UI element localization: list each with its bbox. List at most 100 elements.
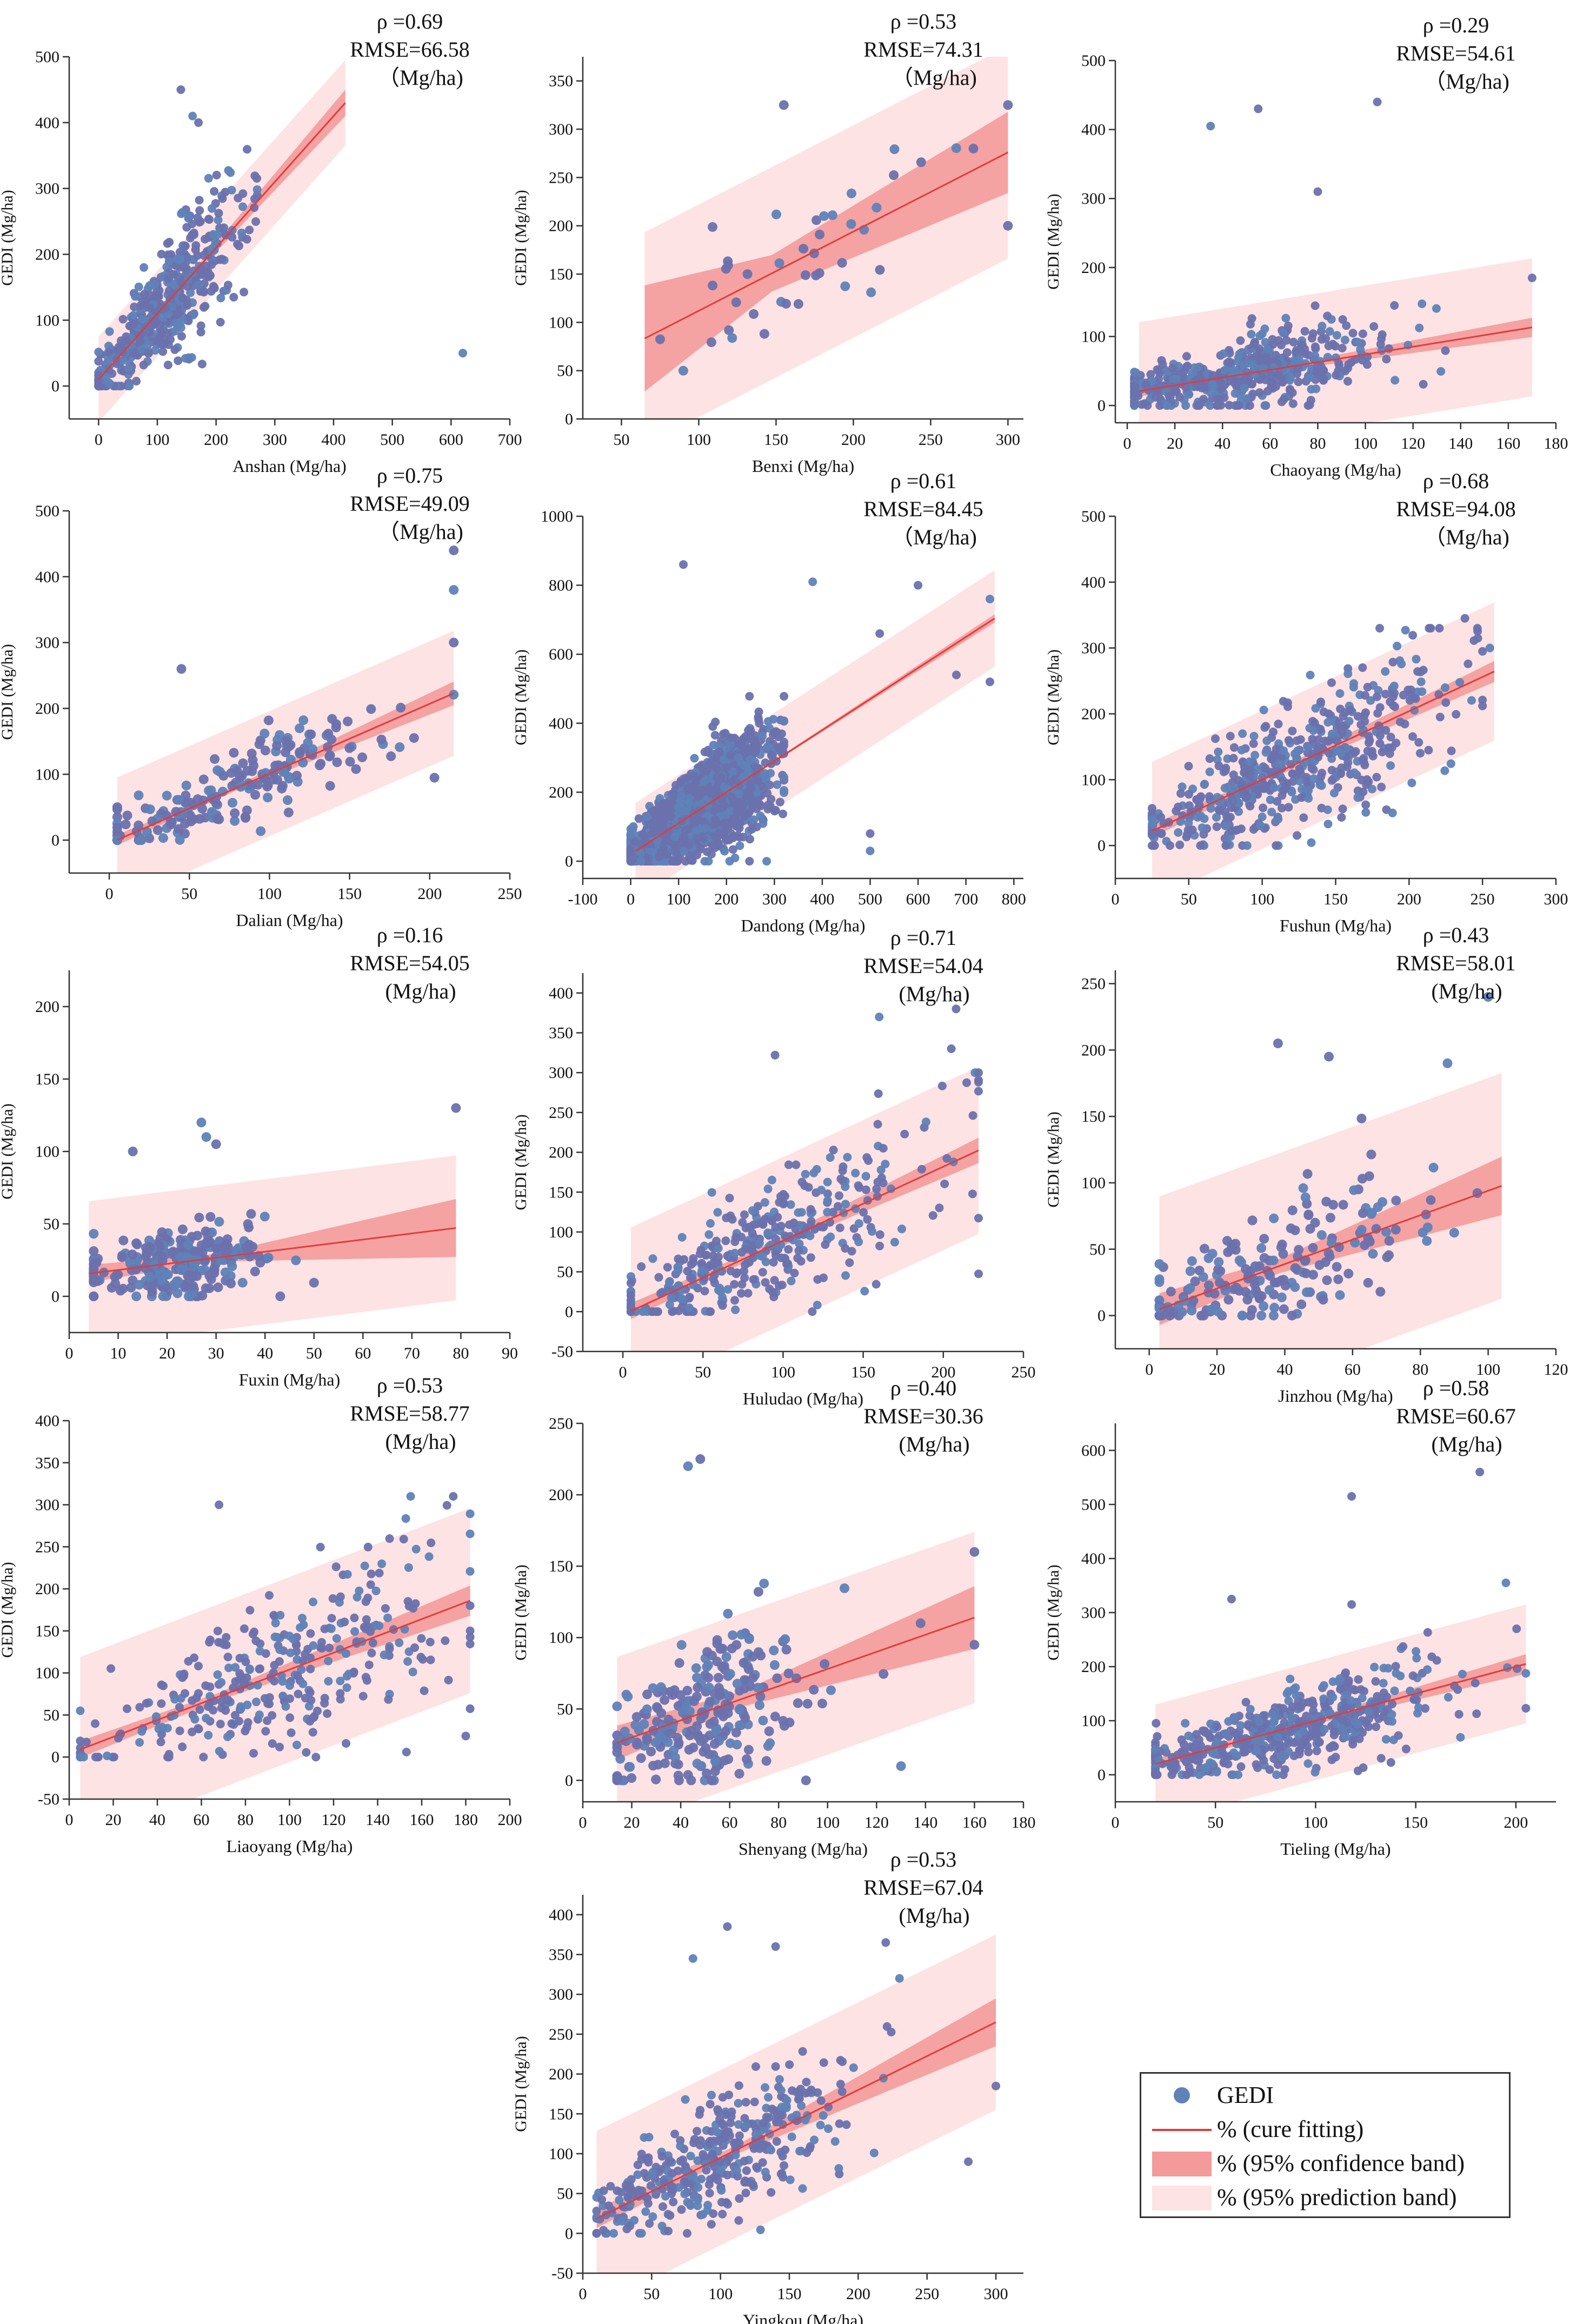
data-point <box>1442 1058 1453 1068</box>
data-point <box>1338 804 1347 814</box>
data-point <box>841 1200 850 1209</box>
y-tick-label: 400 <box>35 114 59 132</box>
data-point <box>725 857 734 866</box>
data-point <box>726 1267 735 1276</box>
data-point <box>745 857 754 866</box>
data-point <box>749 1220 758 1229</box>
data-point <box>124 364 134 373</box>
data-point <box>178 316 188 325</box>
data-point <box>188 1281 198 1291</box>
data-point <box>210 187 219 196</box>
data-point <box>686 1273 695 1282</box>
data-point <box>708 281 718 291</box>
x-axis-label: Dandong (Mg/ha) <box>741 916 865 935</box>
data-point <box>672 840 681 849</box>
data-point <box>168 289 177 298</box>
x-tick-label: 0 <box>627 890 635 908</box>
data-point <box>204 174 213 183</box>
data-point <box>749 815 759 824</box>
data-point <box>691 813 701 822</box>
data-point <box>228 797 237 808</box>
data-point <box>770 1050 780 1060</box>
data-point <box>357 752 368 762</box>
data-point <box>1455 678 1465 687</box>
y-tick-label: 200 <box>1081 705 1106 723</box>
data-point <box>183 1252 192 1262</box>
data-point <box>685 1293 694 1302</box>
data-point <box>637 1262 646 1271</box>
data-point <box>1233 401 1242 410</box>
data-point <box>139 361 148 370</box>
data-point <box>176 664 187 674</box>
data-point <box>1239 376 1248 385</box>
data-point <box>1256 1310 1267 1321</box>
data-point <box>1373 97 1382 106</box>
y-tick-label: 100 <box>35 1143 59 1161</box>
data-point <box>275 1291 285 1301</box>
data-point <box>854 1219 863 1228</box>
data-point <box>806 1205 815 1214</box>
data-point <box>295 749 305 759</box>
y-tick-label: 150 <box>35 1070 59 1088</box>
data-point <box>626 1278 635 1288</box>
data-point <box>1250 338 1259 347</box>
data-point <box>118 315 128 324</box>
data-point <box>735 819 744 828</box>
data-point <box>1174 828 1183 837</box>
data-point <box>763 1184 773 1194</box>
data-point <box>875 1013 884 1022</box>
data-point <box>1296 735 1305 744</box>
rmse-annotation: RMSE=94.08 <box>1396 497 1515 521</box>
y-tick-label: 200 <box>35 245 59 263</box>
data-point <box>1183 362 1192 370</box>
data-point <box>806 1231 815 1241</box>
data-point <box>654 852 663 861</box>
rmse-annotation: RMSE=54.04 <box>863 954 983 978</box>
data-point <box>112 835 122 845</box>
data-point <box>769 1258 778 1267</box>
data-point <box>1260 401 1269 410</box>
y-tick-label: 400 <box>1081 121 1106 139</box>
data-point <box>177 209 186 218</box>
data-point <box>771 727 780 736</box>
data-point <box>703 762 711 771</box>
data-point <box>171 807 181 817</box>
plot-area <box>626 1004 983 1351</box>
data-points <box>626 560 994 866</box>
data-point <box>1211 734 1220 743</box>
data-point <box>1360 1240 1370 1250</box>
x-tick-label: 300 <box>1544 890 1568 908</box>
data-point <box>1358 329 1367 338</box>
data-point <box>1436 367 1446 376</box>
data-point <box>1364 731 1373 741</box>
data-point <box>263 793 273 803</box>
data-point <box>197 1248 208 1258</box>
data-point <box>1478 701 1487 710</box>
data-point <box>1378 1197 1387 1207</box>
data-point <box>875 265 885 275</box>
data-point <box>658 1288 667 1297</box>
data-point <box>1308 735 1317 744</box>
data-point <box>1343 377 1352 386</box>
data-point <box>243 145 252 154</box>
data-point <box>1336 749 1346 758</box>
data-point <box>136 336 145 345</box>
data-point <box>1341 367 1350 376</box>
data-point <box>1278 378 1287 387</box>
rmse-annotation: RMSE=84.45 <box>863 497 983 521</box>
data-point <box>709 1259 718 1268</box>
data-point <box>826 1153 835 1162</box>
data-point <box>706 1307 715 1316</box>
data-point <box>1308 329 1318 338</box>
data-point <box>812 1165 821 1174</box>
data-point <box>721 1236 730 1246</box>
data-point <box>1166 1287 1176 1297</box>
x-tick-label: 300 <box>263 431 287 449</box>
data-point <box>177 332 186 341</box>
data-point <box>761 1257 770 1267</box>
data-point <box>1293 831 1302 840</box>
data-point <box>1003 100 1013 110</box>
data-point <box>877 1173 886 1182</box>
data-point <box>228 232 237 242</box>
data-point <box>177 278 187 288</box>
